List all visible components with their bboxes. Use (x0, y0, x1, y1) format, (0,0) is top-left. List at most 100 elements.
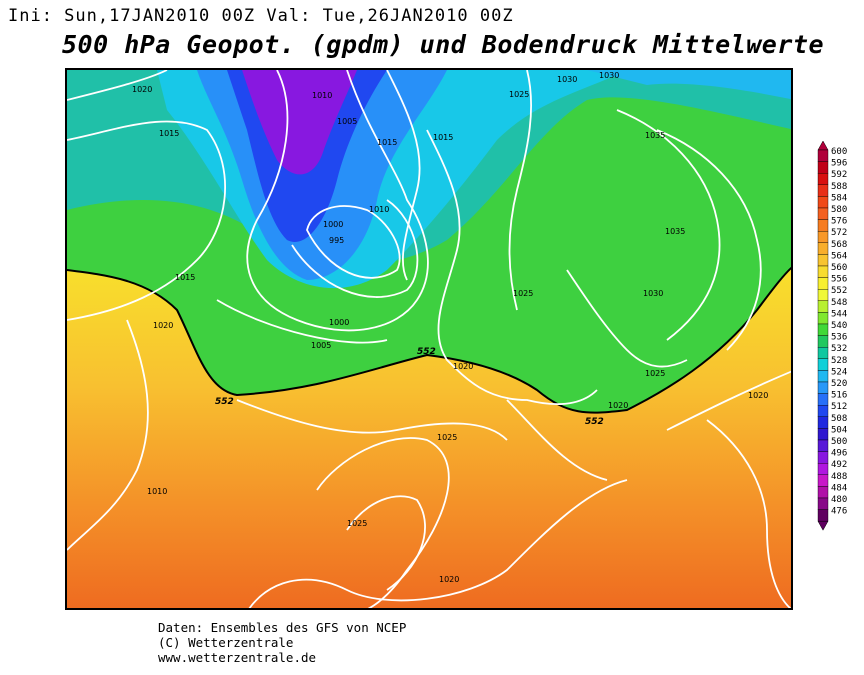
footer-data-line: Daten: Ensembles des GFS von NCEP (158, 620, 407, 635)
isobar-label: 1010 (147, 487, 167, 496)
footer-url-line: www.wetterzentrale.de (158, 650, 317, 665)
legend-label: 572 (831, 228, 847, 238)
isobar-label: 1005 (337, 117, 357, 126)
legend-swatch (817, 335, 829, 348)
legend-swatch (817, 219, 829, 232)
isobar-label: 1020 (153, 321, 173, 330)
legend-label: 476 (831, 507, 847, 517)
isobar-label: 1025 (513, 289, 533, 298)
legend-label: 584 (831, 193, 847, 203)
isobar-label: 1010 (312, 91, 332, 100)
legend-label: 544 (831, 309, 847, 319)
legend-label: 528 (831, 356, 847, 366)
legend-swatch (817, 323, 829, 336)
legend-label: 576 (831, 217, 847, 227)
legend-label: 556 (831, 275, 847, 285)
isobar-label: 1000 (329, 318, 349, 327)
legend-swatch (817, 416, 829, 429)
legend-swatch (817, 312, 829, 325)
legend-swatch (817, 474, 829, 487)
legend-label: 524 (831, 367, 847, 377)
isobar-label: 1030 (643, 289, 663, 298)
isobar-label: 1020 (132, 85, 152, 94)
isobar-label: 1035 (645, 131, 665, 140)
geopotential-label: 552 (585, 417, 604, 427)
chart-title: 500 hPa Geopot. (gpdm) und Bodendruck Mi… (62, 30, 825, 59)
legend-label: 496 (831, 449, 847, 459)
weather-map: 1020 1015 1010 1005 1015 1015 1010 1000 … (65, 68, 793, 610)
legend-label: 580 (831, 205, 847, 215)
legend-swatch (817, 439, 829, 452)
legend-label: 532 (831, 344, 847, 354)
legend-swatch (817, 381, 829, 394)
legend-swatch (817, 370, 829, 383)
legend-swatch (817, 451, 829, 464)
geopotential-labels: 552 552 552 (215, 347, 604, 427)
legend-label: 516 (831, 391, 847, 401)
legend-label: 512 (831, 402, 847, 412)
legend-swatch (817, 277, 829, 290)
isobar-label: 1015 (175, 273, 195, 282)
isobar-label: 1030 (599, 71, 619, 80)
isobar-label: 1025 (509, 90, 529, 99)
legend-swatch (817, 173, 829, 186)
isobar-label: 1020 (608, 401, 628, 410)
legend-label: 520 (831, 379, 847, 389)
legend-swatch (817, 405, 829, 418)
isobar-label: 1025 (645, 369, 665, 378)
legend-swatch (817, 463, 829, 476)
legend-swatch (817, 196, 829, 209)
isobar-label: 1020 (453, 362, 473, 371)
map-canvas: 1020 1015 1010 1005 1015 1015 1010 1000 … (67, 70, 791, 608)
legend-label: 552 (831, 286, 847, 296)
isobar-label: 1025 (437, 433, 457, 442)
isobar-label: 1015 (377, 138, 397, 147)
legend-label: 568 (831, 240, 847, 250)
legend-label: 588 (831, 182, 847, 192)
geopotential-label: 552 (417, 347, 436, 357)
legend-label: 564 (831, 251, 847, 261)
legend-label: 596 (831, 159, 847, 169)
legend-swatch (817, 346, 829, 359)
cold-region-northeast (587, 70, 791, 100)
isobar-label: 1020 (748, 391, 768, 400)
legend-swatch (817, 184, 829, 197)
legend-label: 480 (831, 495, 847, 505)
legend-swatch (817, 393, 829, 406)
geopotential-552-line (67, 266, 791, 414)
legend-swatch (817, 254, 829, 267)
legend-swatch (817, 288, 829, 301)
isobar-label: 1030 (557, 75, 577, 84)
legend-swatch (817, 509, 829, 522)
isobar-label: 1010 (369, 205, 389, 214)
legend-swatch (817, 497, 829, 510)
color-scale-legend: 600 596 592 588 584 580 576 572 568 564 560 556 552 5… (812, 140, 864, 540)
legend-swatch (817, 230, 829, 243)
isobar-label: 1000 (323, 220, 343, 229)
footer-copyright-line: (C) Wetterzentrale (158, 635, 294, 650)
legend-swatch (817, 300, 829, 313)
data-source-footer: Daten: Ensembles des GFS von NCEP (C) We… (158, 620, 406, 665)
legend-label: 540 (831, 321, 847, 331)
legend-swatch (817, 358, 829, 371)
isobar-label: 995 (329, 236, 344, 245)
isobars (67, 70, 791, 608)
legend-swatch (817, 265, 829, 278)
run-info-header: Ini: Sun,17JAN2010 00Z Val: Tue,26JAN201… (8, 6, 514, 26)
legend-label: 488 (831, 472, 847, 482)
legend-top-arrow (817, 140, 829, 151)
isobar-label: 1025 (347, 519, 367, 528)
legend-swatch (817, 161, 829, 174)
isobar-label: 1015 (159, 129, 179, 138)
legend-label: 500 (831, 437, 847, 447)
isobar-label: 1020 (439, 575, 459, 584)
legend-label: 600 (831, 147, 847, 157)
legend-swatch (817, 486, 829, 499)
legend-label: 560 (831, 263, 847, 273)
legend-label: 508 (831, 414, 847, 424)
legend-label: 592 (831, 170, 847, 180)
legend-swatch (817, 242, 829, 255)
legend-swatch (817, 149, 829, 162)
warm-region (67, 268, 791, 608)
